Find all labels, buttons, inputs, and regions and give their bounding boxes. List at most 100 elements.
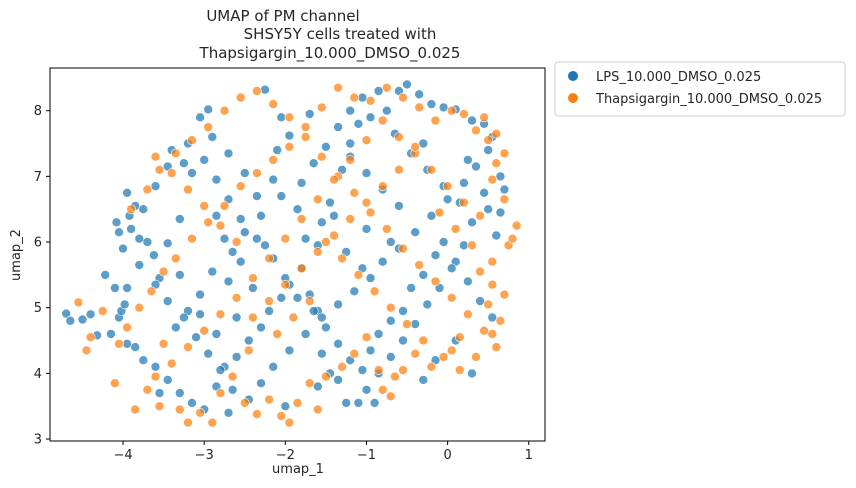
data-point <box>292 204 303 214</box>
data-point <box>463 155 473 165</box>
data-point <box>381 105 392 116</box>
data-point <box>325 197 335 208</box>
data-point <box>215 309 226 320</box>
data-point <box>495 315 506 326</box>
data-point <box>73 297 84 308</box>
data-point <box>418 335 429 346</box>
data-point <box>495 207 506 218</box>
data-point <box>475 266 485 277</box>
data-point <box>268 99 279 109</box>
data-point <box>162 375 173 385</box>
data-point <box>215 388 226 398</box>
data-point <box>264 253 274 264</box>
data-point <box>418 138 429 149</box>
data-point <box>199 325 209 336</box>
data-point <box>353 119 364 129</box>
data-point <box>454 365 465 375</box>
data-point <box>142 237 153 247</box>
data-point <box>467 217 477 228</box>
data-point <box>414 89 425 100</box>
data-point <box>361 135 372 145</box>
x-axis-ticks: −4 −3 −2 −1 0 1 <box>113 441 533 463</box>
data-point <box>394 132 404 142</box>
data-point <box>195 112 205 123</box>
data-point <box>211 174 222 185</box>
data-point <box>183 417 193 428</box>
data-point <box>219 201 230 211</box>
y-tick-label: 4 <box>34 367 42 382</box>
data-point <box>235 256 246 267</box>
data-point <box>333 338 343 349</box>
data-point <box>191 332 201 343</box>
data-point <box>211 329 222 339</box>
data-point <box>223 407 234 418</box>
data-point <box>385 352 396 362</box>
data-point <box>398 306 408 316</box>
data-point <box>377 384 388 395</box>
data-point <box>187 398 197 408</box>
data-point <box>114 338 124 349</box>
data-point <box>244 335 254 346</box>
data-point <box>276 411 287 421</box>
data-point <box>296 178 307 188</box>
data-point <box>312 247 323 257</box>
data-point <box>337 361 347 372</box>
data-point <box>195 289 205 300</box>
data-point <box>381 82 392 93</box>
data-point <box>300 329 311 339</box>
y-tick-label: 5 <box>34 301 42 316</box>
data-point <box>300 132 311 142</box>
data-point <box>454 332 465 343</box>
data-point <box>171 148 181 159</box>
data-point <box>446 292 457 303</box>
data-point <box>100 270 110 280</box>
data-point <box>361 384 372 395</box>
data-point <box>491 158 502 168</box>
data-point <box>227 247 238 257</box>
data-point <box>280 401 291 412</box>
data-point <box>154 165 165 175</box>
chart-title-line-1: UMAP of PM channel <box>206 7 359 25</box>
data-point <box>385 237 396 247</box>
data-point <box>385 315 396 326</box>
data-point <box>471 352 481 362</box>
data-point <box>321 322 331 333</box>
data-point <box>430 115 441 126</box>
data-point <box>106 329 116 339</box>
data-point <box>459 197 469 208</box>
data-point <box>248 283 258 293</box>
data-point <box>316 217 327 228</box>
data-point <box>175 214 185 224</box>
data-point <box>446 345 457 356</box>
data-point <box>369 398 380 408</box>
data-point <box>483 299 494 310</box>
data-point <box>264 394 274 405</box>
data-point <box>296 263 307 274</box>
data-point <box>134 233 145 244</box>
data-point <box>365 273 376 283</box>
data-point <box>276 292 287 303</box>
y-axis-ticks: 3 4 5 6 7 8 <box>34 104 50 448</box>
data-point <box>373 365 384 375</box>
data-point <box>410 142 421 152</box>
data-point <box>150 361 161 372</box>
data-point <box>252 168 262 178</box>
data-point <box>450 224 461 234</box>
data-point <box>353 270 364 280</box>
data-point <box>434 207 445 218</box>
data-point <box>414 260 425 270</box>
data-point <box>175 388 185 398</box>
data-point <box>110 283 120 293</box>
data-point <box>276 112 287 123</box>
data-point <box>85 332 96 343</box>
data-point <box>288 312 299 323</box>
data-point <box>491 342 502 352</box>
data-point <box>244 345 254 356</box>
data-point <box>446 263 457 274</box>
data-point <box>284 130 295 141</box>
data-point <box>284 417 295 428</box>
data-points <box>61 79 522 428</box>
data-point <box>227 384 238 395</box>
data-point <box>487 329 498 339</box>
data-point <box>365 96 376 106</box>
